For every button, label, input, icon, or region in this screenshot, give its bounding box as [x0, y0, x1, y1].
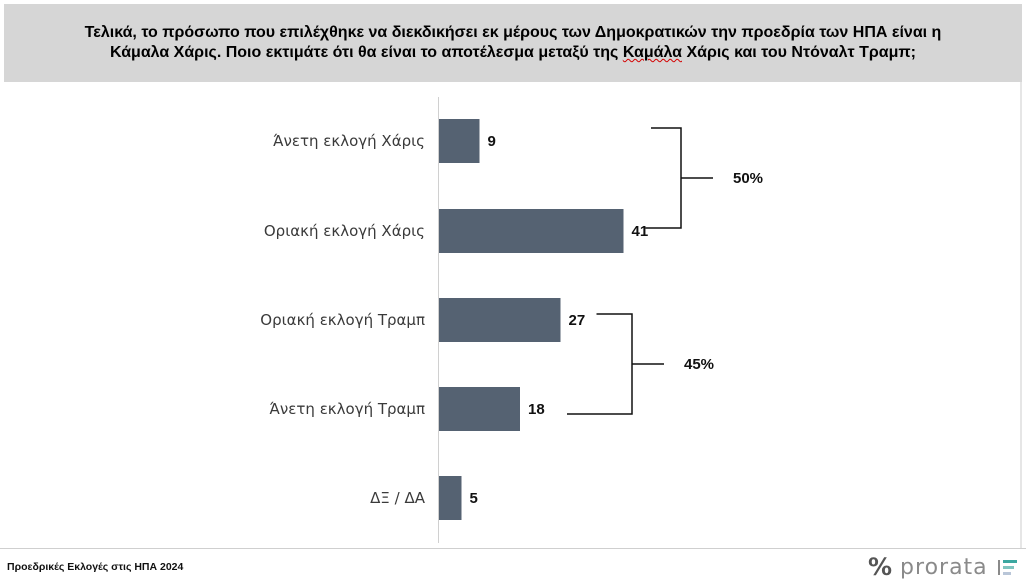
value-label-3: 18 [528, 401, 545, 418]
bar-0 [439, 119, 480, 163]
value-label-4: 5 [470, 490, 478, 507]
logo-percent-icon: % [868, 553, 893, 581]
question-line-2-start: Κάμαλα Χάρις. Ποιο εκτιμάτε ότι θα είναι… [110, 44, 623, 61]
group-total-label-1: 45% [684, 356, 714, 373]
group-bracket-0 [645, 127, 682, 229]
bar-chart: Άνετη εκλογή Χάρις 9 Οριακή εκλογή Χάρις 41… [260, 97, 763, 543]
bar-2 [439, 298, 561, 342]
footer-divider [0, 548, 1026, 549]
group-total-label-0: 50% [733, 170, 763, 187]
value-label-2: 27 [569, 312, 586, 329]
question-line-2: Κάμαλα Χάρις. Ποιο εκτιμάτε ότι θα είναι… [110, 43, 916, 63]
bar-3 [439, 387, 520, 431]
value-label-1: 41 [632, 223, 649, 240]
group-bracket-1 [567, 313, 633, 415]
value-label-0: 9 [488, 133, 496, 150]
question-line-1: Τελικά, το πρόσωπο που επιλέχθηκε να διε… [84, 24, 942, 41]
category-label-4: ΔΞ / ΔΑ [370, 489, 426, 507]
category-label-1: Οριακή εκλογή Χάρις [264, 222, 425, 240]
footer-source: Προεδρικές Εκλογές στις ΗΠΑ 2024 [7, 561, 184, 573]
question-line-2-end: Χάρις και του Ντόναλτ Τραμπ; [682, 44, 916, 61]
bar-4 [439, 476, 462, 520]
category-label-2: Οριακή εκλογή Τραμπ [260, 311, 425, 329]
prorata-logo: % prorata [868, 552, 1017, 582]
category-label-3: Άνετη εκλογή Τραμπ [270, 400, 425, 418]
bar-1 [439, 209, 624, 253]
right-border [1020, 82, 1022, 548]
logo-bars-icon [997, 559, 1017, 575]
logo-wordmark: prorata [900, 554, 988, 580]
question-header: Τελικά, το πρόσωπο που επιλέχθηκε να διε… [4, 4, 1022, 82]
category-label-0: Άνετη εκλογή Χάρις [273, 132, 425, 150]
spellcheck-flagged-word: Καμάλα [622, 44, 682, 61]
